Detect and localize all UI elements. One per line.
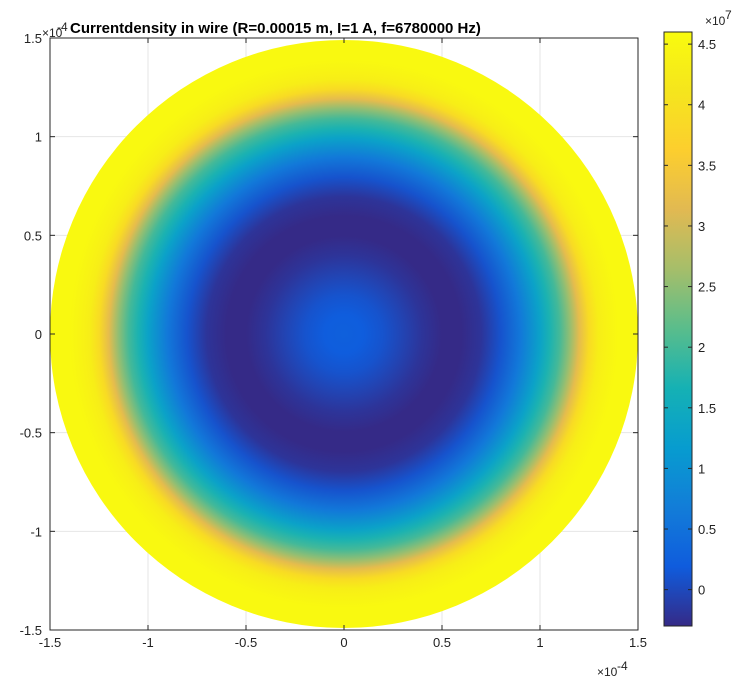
x-exponent-base: ×10 xyxy=(597,665,618,679)
y-exponent-base: ×10 xyxy=(42,26,63,40)
y-axis-ticks: -1.5 -1 -0.5 0 0.5 1 1.5 xyxy=(20,31,638,638)
y-tick-label: -0.5 xyxy=(20,426,42,441)
colorbar-exponent-base: ×10 xyxy=(705,14,726,28)
colorbar-tick-label: 3.5 xyxy=(698,158,716,173)
colorbar-tick-label: 4.5 xyxy=(698,37,716,52)
colorbar-exponent-power: 7 xyxy=(725,8,732,22)
y-tick-label: 0.5 xyxy=(24,228,42,243)
x-tick-label: 1 xyxy=(536,635,543,650)
colorbar-tick-label: 0 xyxy=(698,583,705,598)
colorbar-tick-label: 1 xyxy=(698,461,705,476)
x-tick-label: 1.5 xyxy=(629,635,647,650)
colorbar-ticks: 0 0.5 1 1.5 2 2.5 3 3.5 4 4.5 xyxy=(664,37,716,598)
colorbar-tick-label: 3 xyxy=(698,219,705,234)
chart-title: Currentdensity in wire (R=0.00015 m, I=1… xyxy=(70,20,481,37)
colorbar-tick-label: 1.5 xyxy=(698,401,716,416)
colorbar-tick-label: 2 xyxy=(698,340,705,355)
y-tick-label: 0 xyxy=(35,327,42,342)
current-density-disk xyxy=(50,40,638,628)
colorbar-tick-label: 0.5 xyxy=(698,522,716,537)
y-tick-label: -1.5 xyxy=(20,623,42,638)
y-exponent-power: -4 xyxy=(57,20,68,34)
x-tick-label: 0.5 xyxy=(433,635,451,650)
x-tick-label: -0.5 xyxy=(235,635,257,650)
x-tick-label: 0 xyxy=(340,635,347,650)
colorbar-tick-label: 4 xyxy=(698,98,705,113)
x-axis-ticks: -1.5 -1 -0.5 0 0.5 1 1.5 xyxy=(39,38,647,650)
colorbar-tick-label: 2.5 xyxy=(698,280,716,295)
y-tick-label: 1 xyxy=(35,130,42,145)
x-exponent-power: -4 xyxy=(617,659,628,673)
x-tick-label: -1 xyxy=(142,635,154,650)
colorbar xyxy=(663,31,693,627)
y-tick-label: -1 xyxy=(30,524,42,539)
y-tick-label: 1.5 xyxy=(24,31,42,46)
x-tick-label: -1.5 xyxy=(39,635,61,650)
